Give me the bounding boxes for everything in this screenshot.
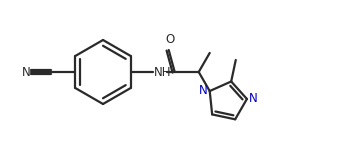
Text: N: N [249,92,258,105]
Text: O: O [165,33,174,46]
Text: N: N [21,66,30,78]
Text: NH: NH [154,66,171,78]
Text: N: N [199,84,208,97]
